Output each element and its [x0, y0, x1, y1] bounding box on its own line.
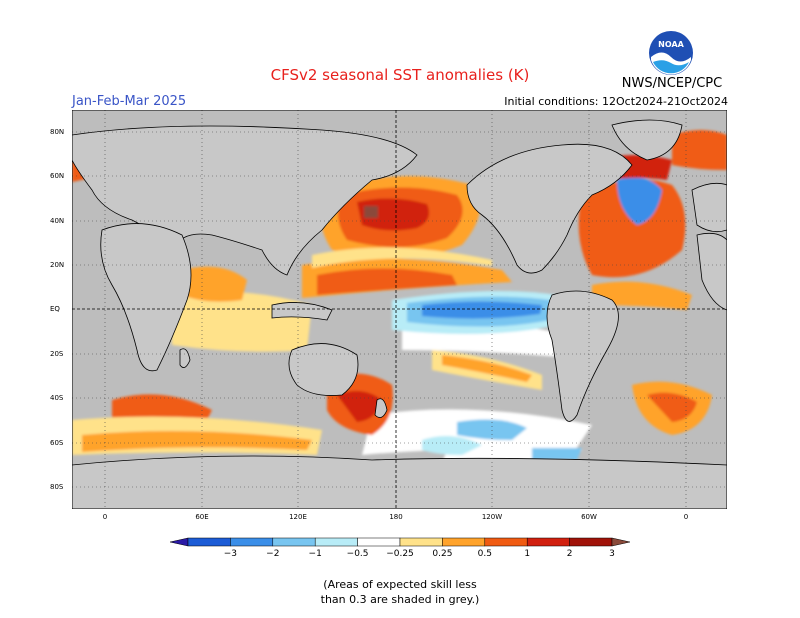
initial-conditions-label: Initial conditions: 12Oct2024-21Oct2024 — [504, 95, 728, 108]
skill-note: (Areas of expected skill less than 0.3 a… — [0, 577, 800, 607]
europe-asia — [72, 125, 418, 276]
atlantic-subtropic — [592, 281, 692, 310]
colorbar-box — [484, 537, 528, 547]
indian-ocean-yellow — [172, 291, 312, 352]
lon-label-180: 180 — [389, 513, 403, 521]
lon-label-0: 0 — [102, 513, 108, 521]
lon-label-120e: 120E — [289, 513, 307, 521]
colorbar-box — [526, 537, 570, 547]
colorbar-labels: −3 −2 −1 −0.5 −0.25 0.25 0.5 1 2 3 — [224, 549, 615, 559]
north-atlantic-cold-patch — [617, 177, 662, 225]
colorbar-tick-label: 0.25 — [432, 549, 452, 559]
southern-ocean-orange — [82, 431, 312, 452]
colorbar-left-arrow — [170, 537, 189, 547]
colorbar: −3 −2 −1 −0.5 −0.25 0.25 0.5 1 2 3 — [170, 537, 630, 559]
lat-label-80s: 80S — [50, 483, 64, 491]
colorbar-tick-label: 2 — [567, 549, 573, 559]
skill-note-line1: (Areas of expected skill less — [323, 578, 477, 591]
colorbar-tick-label: 0.5 — [478, 549, 492, 559]
graticule — [72, 110, 727, 509]
colorbar-right-arrow — [611, 537, 630, 547]
land-masses — [72, 119, 727, 509]
colorbar-box — [399, 537, 443, 547]
south-america — [546, 290, 619, 422]
colorbar-box — [442, 537, 486, 547]
colorbar-tick-label: −0.25 — [386, 549, 414, 559]
reference-lines — [72, 110, 727, 509]
antarctica — [72, 455, 727, 509]
pacific-subtropical-band-core — [317, 268, 457, 295]
southern-cold-patch — [457, 419, 527, 440]
south-pacific-orange-band — [442, 355, 532, 382]
colorbar-tick-label: −2 — [266, 549, 279, 559]
colorbar-box — [272, 537, 316, 547]
lat-label-80n: 80N — [50, 128, 65, 136]
season-label: Jan-Feb-Mar 2025 — [72, 94, 187, 109]
australia — [288, 343, 359, 396]
colorbar-tick-label: −1 — [309, 549, 322, 559]
colorbar-tick-label: 1 — [524, 549, 530, 559]
lat-label-40s: 40S — [50, 394, 64, 402]
lat-label-60n: 60N — [50, 172, 65, 180]
indonesia — [271, 302, 333, 321]
north-pacific-warm-peak — [364, 206, 378, 218]
lat-label-20s: 20S — [50, 350, 64, 358]
atlantic-arctic-warm — [672, 130, 727, 170]
sst-anomaly-map — [72, 110, 727, 509]
antarctic-cold — [532, 448, 582, 460]
colorbar-box — [314, 537, 358, 547]
africa — [100, 223, 192, 372]
colorbar-tick-label: −0.5 — [347, 549, 369, 559]
greenland — [611, 119, 683, 161]
south-atlantic-warm-core — [647, 392, 697, 422]
colorbar-box — [569, 537, 613, 547]
lon-label-60w: 60W — [581, 513, 597, 521]
colorbar-box — [230, 537, 274, 547]
north-america — [466, 143, 633, 274]
new-zealand — [374, 398, 388, 418]
southern-cold-patch-2 — [422, 436, 482, 455]
indian-ocean-orange — [182, 266, 247, 302]
colorbar-tick-label: −3 — [224, 549, 237, 559]
anomaly-fields — [72, 130, 727, 465]
lat-label-eq: EQ — [50, 305, 60, 313]
colorbar-box — [357, 537, 401, 547]
north-atlantic-warm — [578, 179, 686, 278]
colorbar-tick-label: 3 — [609, 549, 615, 559]
skill-note-line2: than 0.3 are shaded in grey.) — [320, 593, 480, 606]
europe-west — [691, 182, 727, 233]
lat-label-20n: 20N — [50, 261, 65, 269]
cold-tongue-center — [422, 301, 542, 319]
madagascar — [179, 348, 191, 368]
lon-label-0-east: 0 — [683, 513, 689, 521]
colorbar-boxes — [170, 537, 630, 547]
map-title: CFSv2 seasonal SST anomalies (K) — [270, 66, 530, 84]
noaa-logo: NOAA — [649, 31, 693, 75]
lat-label-60s: 60S — [50, 439, 64, 447]
africa-west — [696, 232, 727, 311]
lon-label-60e: 60E — [195, 513, 209, 521]
agency-label: NWS/NCEP/CPC — [621, 76, 723, 91]
pacific-yellow-band — [312, 247, 492, 268]
lat-label-40n: 40N — [50, 217, 65, 225]
lon-label-120w: 120W — [481, 513, 503, 521]
colorbar-box — [187, 537, 231, 547]
tasman-warm-core — [337, 391, 382, 422]
noaa-logo-text: NOAA — [658, 40, 684, 49]
